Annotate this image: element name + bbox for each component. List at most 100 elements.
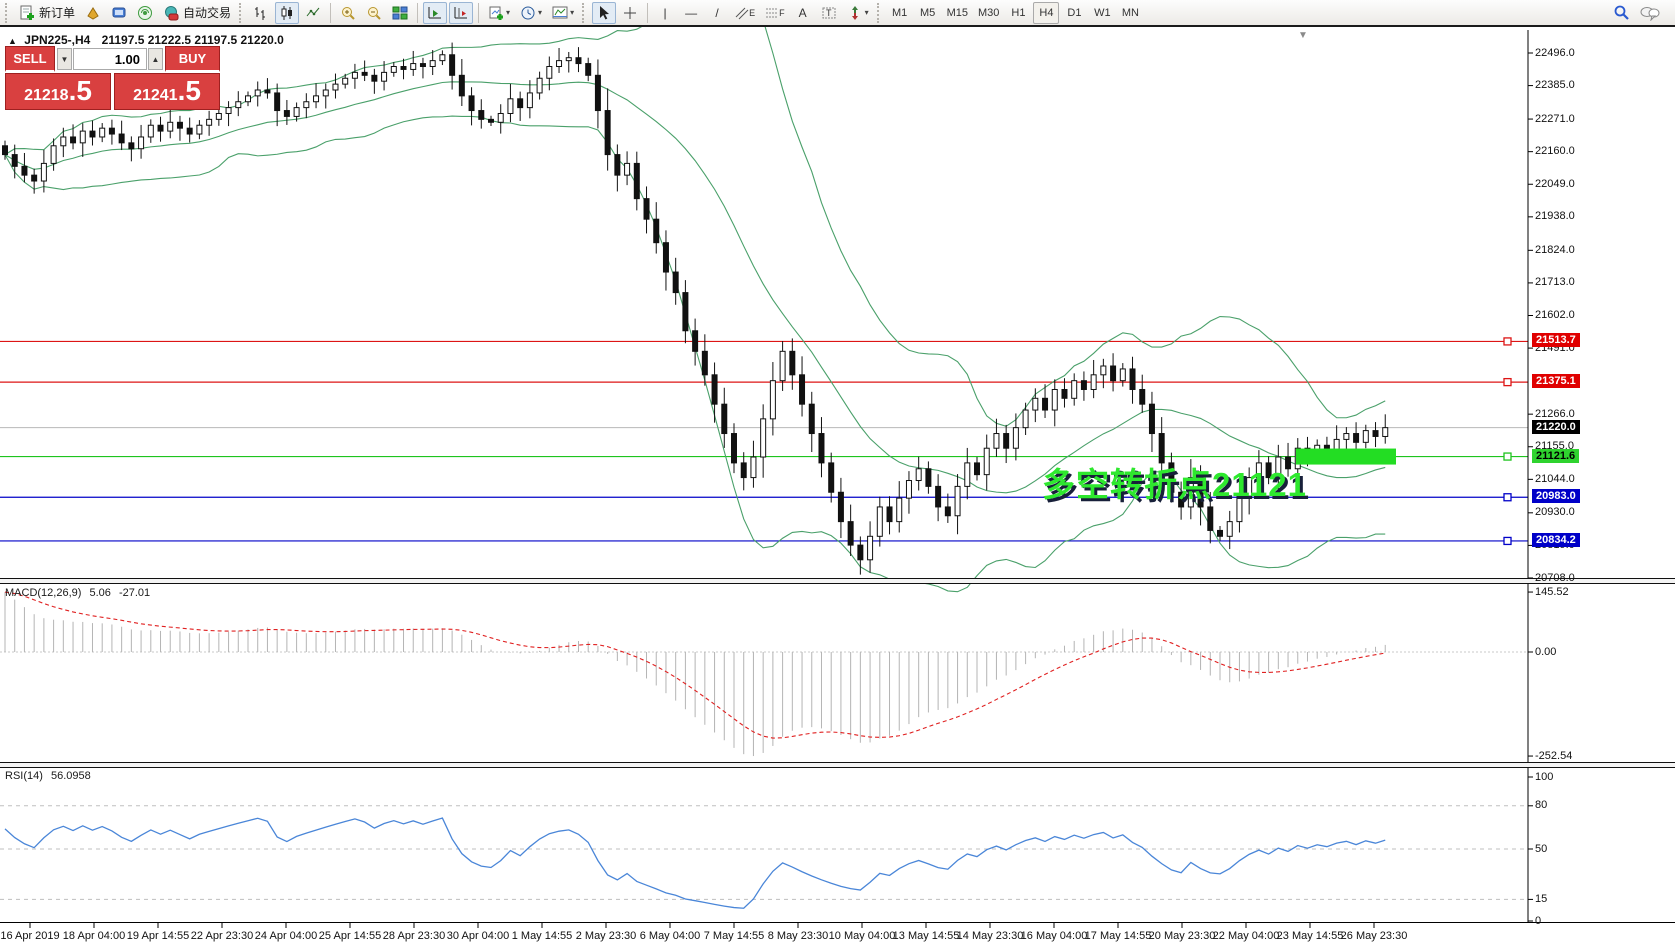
signal-icon [137, 5, 153, 21]
toolbar-grip[interactable] [5, 2, 11, 23]
new-order-label: 新订单 [39, 6, 76, 20]
date-tick: 30 Apr 04:00 [446, 930, 510, 942]
date-tick: 23 May 14:55 [1276, 930, 1344, 942]
period-button[interactable]: ▾ [516, 2, 546, 24]
candlestick-chart-button[interactable] [275, 1, 300, 24]
date-axis[interactable]: 16 Apr 2019 18 Apr 04:00 19 Apr 14:55 22 Ap… [0, 923, 1528, 949]
text-tool[interactable]: A [798, 5, 807, 20]
price-tick: 145.52 [1535, 585, 1569, 598]
sell-price-display[interactable]: 21218 .5 [5, 73, 111, 110]
chart-shift-button[interactable] [449, 1, 474, 24]
price-tick: 22271.0 [1535, 112, 1575, 125]
macd-name: MACD(12,26,9) [5, 587, 82, 599]
price-level-badge: 20834.2 [1532, 532, 1580, 547]
pane-separator-rsi[interactable] [0, 762, 1675, 768]
cursor-icon [596, 5, 612, 21]
tab-timeframe-w1[interactable]: W1 [1094, 6, 1111, 19]
price-axis[interactable]: 22496.0 22385.0 22271.0 22160.0 22049.0 21938… [1529, 30, 1675, 927]
date-tick: 13 May 14:55 [892, 930, 960, 942]
price-level-badge: 21220.0 [1532, 419, 1580, 434]
sell-price-frac: .5 [68, 75, 92, 106]
arrows-tool[interactable]: ▾ [843, 2, 873, 24]
buy-price-display[interactable]: 21241 .5 [114, 73, 220, 110]
crosshair-button[interactable] [618, 2, 642, 24]
price-tick: 80 [1535, 799, 1548, 812]
zoom-in-button[interactable] [336, 2, 360, 24]
auto-scroll-button[interactable] [423, 1, 448, 24]
cursor-button[interactable] [592, 1, 617, 24]
dropdown-arrow-icon[interactable]: ▾ [506, 8, 511, 17]
clock-icon [520, 5, 536, 21]
price-tick: 22049.0 [1535, 177, 1575, 190]
new-order-button[interactable]: 新订单 [15, 2, 79, 24]
dropdown-arrow-icon[interactable]: ▾ [570, 8, 575, 17]
tab-timeframe-h4[interactable]: H4 [1033, 1, 1060, 24]
date-tick: 19 Apr 14:55 [126, 930, 190, 942]
search-icon [1613, 4, 1630, 21]
arrows-icon [847, 5, 863, 21]
toolbar-separator [330, 2, 332, 23]
metaeditor-button[interactable] [81, 2, 105, 24]
volume-decrease-button[interactable]: ▼ [57, 48, 72, 70]
trendline-tool[interactable]: / [715, 5, 719, 20]
tab-timeframe-m15[interactable]: M15 [946, 6, 969, 19]
vertical-line-tool[interactable]: | [663, 5, 667, 20]
indicators-button[interactable]: ▾ [548, 2, 578, 24]
price-tick: 21044.0 [1535, 472, 1575, 485]
toolbar-grip[interactable] [239, 2, 245, 23]
dropdown-arrow-icon[interactable]: ▾ [538, 8, 543, 17]
tab-timeframe-m1[interactable]: M1 [891, 6, 908, 19]
date-tick: 14 May 23:30 [956, 930, 1024, 942]
toolbar-grip[interactable] [582, 2, 588, 23]
channel-tool[interactable]: E [731, 2, 759, 24]
rsi-value: 56.0958 [50, 770, 91, 782]
signals-button[interactable] [133, 2, 157, 24]
price-tick: 21602.0 [1535, 309, 1575, 321]
tab-timeframe-h1[interactable]: H1 [1011, 6, 1026, 19]
terminal-icon [111, 5, 127, 21]
tab-timeframe-mn[interactable]: MN [1121, 6, 1139, 19]
line-chart-icon [305, 5, 321, 21]
price-tick: 0 [1535, 914, 1542, 927]
auto-scroll-icon [427, 5, 443, 21]
sell-button[interactable]: SELL [5, 46, 55, 72]
one-click-trading-panel: SELL ▼ ▲ BUY 21218 .5 21241 .5 [5, 46, 220, 110]
bar-chart-button[interactable] [249, 2, 273, 24]
toolbar-grip[interactable] [876, 2, 883, 23]
autotrading-button[interactable]: 自动交易 [159, 2, 235, 24]
search-button[interactable] [1609, 2, 1634, 24]
tab-timeframe-m30[interactable]: M30 [978, 6, 1000, 19]
label-tool[interactable]: T [817, 2, 841, 24]
terminal-button[interactable] [107, 2, 131, 24]
new-chart-button[interactable]: ▾ [484, 2, 514, 24]
price-tick: 0.00 [1535, 645, 1557, 658]
tab-timeframe-m5[interactable]: M5 [919, 6, 936, 19]
price-tick: 20930.0 [1535, 506, 1575, 519]
fibonacci-tool[interactable]: F [761, 2, 789, 24]
date-tick: 22 Apr 23:30 [190, 930, 254, 942]
line-chart-button[interactable] [301, 2, 325, 24]
date-tick: 20 May 23:30 [1148, 930, 1216, 942]
channel-tool-label: E [749, 7, 756, 18]
price-tick: 100 [1535, 770, 1554, 783]
volume-input[interactable] [73, 48, 147, 70]
rsi-indicator-label: RSI(14) 56.0958 [5, 770, 91, 782]
scroll-anchor-icon[interactable]: ▼ [1298, 30, 1308, 41]
date-tick: 18 Apr 04:00 [62, 930, 126, 942]
volume-increase-button[interactable]: ▲ [148, 48, 163, 70]
label-icon: T [821, 5, 837, 21]
tile-windows-button[interactable] [388, 2, 412, 24]
date-tick: 1 May 14:55 [511, 930, 573, 942]
chat-button[interactable] [1636, 2, 1664, 24]
rsi-name: RSI(14) [5, 770, 43, 782]
buy-button[interactable]: BUY [165, 46, 220, 72]
dropdown-arrow-icon[interactable]: ▾ [864, 8, 869, 17]
horizontal-line-tool[interactable]: — [685, 5, 698, 20]
pane-separator-macd[interactable] [0, 578, 1675, 584]
symbol-collapse-icon[interactable]: ▲ [8, 36, 17, 46]
tab-timeframe-d1[interactable]: D1 [1067, 6, 1082, 19]
chart-annotation-text[interactable]: 多空转折点21121 [1042, 466, 1307, 503]
zoom-out-button[interactable] [362, 2, 386, 24]
